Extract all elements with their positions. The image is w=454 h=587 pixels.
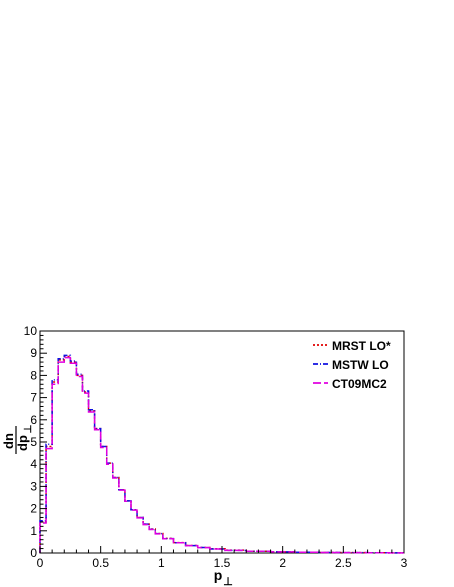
y-tick-label: 9 bbox=[30, 346, 37, 360]
x-tick-label: 3 bbox=[401, 556, 408, 570]
y-tick-label: 5 bbox=[30, 435, 37, 449]
y-axis-title: dn dp ⊥ bbox=[1, 424, 34, 454]
y-tick-label: 0 bbox=[30, 546, 37, 560]
y-tick-label: 4 bbox=[30, 457, 37, 471]
y-tick-label: 10 bbox=[24, 324, 38, 338]
y-axis-label-numerator: dn bbox=[1, 433, 16, 449]
legend-label: MRST LO* bbox=[332, 339, 391, 353]
y-tick-label: 3 bbox=[30, 479, 37, 493]
y-axis-label-subscript: ⊥ bbox=[23, 424, 34, 433]
y-axis-ticks: 0 1 2 3 4 5 6 7 8 9 10 bbox=[24, 324, 47, 560]
x-axis-ticks: 0 0.5 1 1.5 2 2.5 3 bbox=[37, 546, 408, 570]
x-tick-label: 0 bbox=[37, 556, 44, 570]
legend-label: MSTW LO bbox=[332, 358, 389, 372]
x-tick-label: 1.5 bbox=[214, 556, 231, 570]
x-axis-label: p bbox=[214, 567, 223, 583]
y-tick-label: 2 bbox=[30, 502, 37, 516]
y-tick-label: 1 bbox=[30, 524, 37, 538]
x-tick-label: 2 bbox=[279, 556, 286, 570]
x-axis-label-subscript: ⊥ bbox=[223, 576, 233, 587]
y-axis-label-denominator: dp bbox=[15, 435, 30, 451]
x-tick-label: 2.5 bbox=[335, 556, 352, 570]
legend-label: CT09MC2 bbox=[332, 377, 387, 391]
y-tick-label: 6 bbox=[30, 413, 37, 427]
x-tick-label: 0.5 bbox=[92, 556, 109, 570]
legend: MRST LO* MSTW LO CT09MC2 bbox=[313, 339, 391, 391]
x-tick-label: 1 bbox=[158, 556, 165, 570]
x-axis-title: p ⊥ bbox=[214, 567, 233, 587]
y-tick-label: 8 bbox=[30, 368, 37, 382]
y-tick-label: 7 bbox=[30, 391, 37, 405]
